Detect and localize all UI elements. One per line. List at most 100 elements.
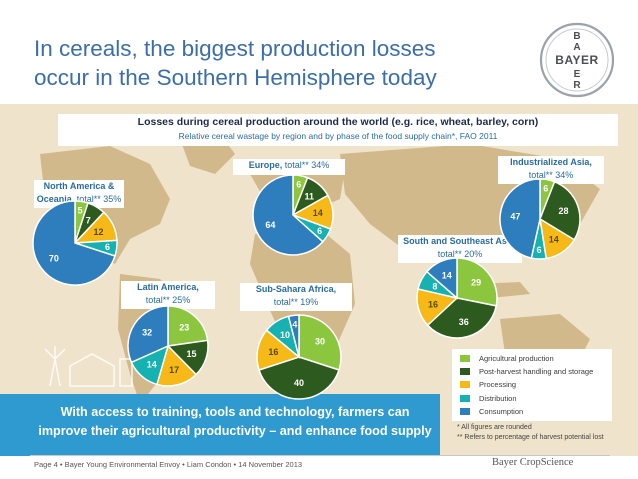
- footnote-rounded: * All figures are rounded: [457, 424, 532, 431]
- pie-value-label: 8: [432, 282, 437, 292]
- pie-slice: [425, 257, 458, 300]
- pie-value-label: 14: [313, 208, 323, 218]
- pie-slice: [287, 314, 300, 358]
- region-total-south-southeast-asia: total** 20%: [437, 249, 483, 259]
- region-box-industrialized-asia: Industrialized Asia, total** 34%: [498, 156, 604, 184]
- pie-value-label: 6: [543, 183, 548, 193]
- region-total-industrialized-asia: total** 34%: [528, 170, 574, 180]
- region-name-industrialized-asia: Industrialized Asia,: [510, 157, 592, 167]
- legend-swatch: [460, 394, 470, 402]
- region-box-latin-america: Latin America, total** 25%: [121, 281, 215, 309]
- legend-item: Agricultural production: [460, 352, 612, 365]
- legend-label: Consumption: [479, 406, 524, 416]
- legend-label: Processing: [479, 380, 517, 390]
- pie-slice: [167, 305, 209, 347]
- pie-value-label: 40: [294, 378, 304, 388]
- pie-slice: [32, 200, 116, 286]
- pie-value-label: 47: [510, 211, 520, 221]
- pie-slice: [499, 178, 541, 259]
- region-box-sub-sahara-africa: Sub-Sahara Africa, total** 19%: [240, 283, 352, 311]
- pie-slice: [156, 344, 198, 387]
- pie-value-label: 23: [179, 322, 189, 332]
- legend-swatch: [460, 407, 470, 415]
- pie-latin-america: 23 15 17 14 32: [127, 305, 209, 387]
- farm-barn: [69, 353, 115, 387]
- pie-value-label: 14: [549, 235, 559, 245]
- banner-band: [0, 394, 440, 456]
- chart-title: Losses during cereal production around t…: [137, 116, 539, 128]
- pie-industrialized-asia: 6 28 14 6 47: [499, 178, 581, 260]
- region-total-sub-sahara-africa: total** 19%: [273, 297, 319, 307]
- region-total-europe: total** 34%: [284, 160, 330, 170]
- pie-value-label: 6: [105, 242, 110, 252]
- pie-value-label: 6: [296, 179, 301, 189]
- pie-value-label: 28: [558, 206, 568, 216]
- logo-letter-r: R: [573, 80, 581, 91]
- pie-value-label: 36: [459, 317, 469, 327]
- pie-value-label: 4: [292, 319, 297, 329]
- region-name-south-southeast-asia: South and Southeast Asia,: [403, 236, 517, 246]
- pie-slice: [298, 314, 342, 371]
- pie-value-label: 7: [86, 216, 91, 226]
- pie-value-label: 5: [78, 206, 83, 216]
- footnotes: * All figures are rounded ** Refers to p…: [457, 423, 637, 443]
- banner-line-1: With access to training, tools and techn…: [60, 405, 410, 419]
- pie-value-label: 14: [442, 270, 452, 280]
- footer-brand: Bayer CropScience: [492, 457, 574, 468]
- legend-swatch: [460, 355, 470, 363]
- pie-value-label: 70: [49, 253, 59, 263]
- region-name-sub-sahara-africa: Sub-Sahara Africa,: [255, 284, 337, 294]
- farm-illustration: [44, 346, 133, 387]
- bayer-logo: B A BAYER E R: [539, 22, 615, 98]
- pie-value-label: 30: [315, 337, 325, 347]
- region-name2-north-america: Oceania,: [36, 194, 75, 204]
- slide-title-line-1: In cereals, the biggest production losse…: [34, 36, 436, 61]
- pie-value-label: 10: [280, 330, 290, 340]
- pie-value-label: 6: [317, 226, 322, 236]
- legend-label: Post-harvest handling and storage: [479, 367, 594, 377]
- pie-south-southeast-asia: 29 36 16 8 14: [416, 257, 498, 339]
- chart-header: Losses during cereal production around t…: [58, 114, 618, 146]
- region-name-north-america: North America &: [43, 181, 115, 191]
- pie-slice: [539, 180, 581, 241]
- pie-slice: [426, 297, 498, 339]
- pie-value-label: 11: [305, 191, 315, 201]
- footer-divider: [30, 455, 610, 456]
- pie-value-label: 64: [265, 220, 275, 230]
- legend-item: Processing: [460, 378, 612, 391]
- legend-label: Agricultural production: [479, 354, 554, 364]
- pie-europe: 6 11 14 6 64: [252, 174, 334, 256]
- logo-letter-a: A: [573, 42, 580, 53]
- banner-line-2: improve their agricultural productivity …: [38, 424, 432, 438]
- pie-value-label: 6: [537, 245, 542, 255]
- pie-value-label: 29: [471, 277, 481, 287]
- logo-horizontal-word: BAYER: [555, 53, 598, 67]
- logo-letter-e: E: [574, 69, 581, 80]
- pie-value-label: 32: [142, 328, 152, 338]
- region-total-latin-america: total** 25%: [145, 295, 191, 305]
- region-name-europe: Europe,: [248, 160, 283, 170]
- farm-windmill: [44, 346, 66, 387]
- region-total-north-america: total** 35%: [76, 194, 122, 204]
- legend-swatch: [460, 381, 470, 389]
- chart-legend: Agricultural production Post-harvest han…: [452, 349, 612, 421]
- pie-value-label: 12: [94, 227, 104, 237]
- pie-value-label: 14: [147, 360, 157, 370]
- legend-item: Distribution: [460, 392, 612, 405]
- legend-label: Distribution: [479, 393, 517, 403]
- pie-slice: [456, 257, 498, 307]
- message-banner: With access to training, tools and techn…: [30, 403, 440, 443]
- pie-value-label: 16: [428, 299, 438, 309]
- region-name-latin-america: Latin America,: [137, 282, 199, 292]
- farm-silo: [119, 358, 133, 387]
- pie-value-label: 16: [268, 347, 278, 357]
- pie-value-label: 17: [169, 365, 179, 375]
- legend-swatch: [460, 368, 470, 376]
- pie-value-label: 15: [186, 349, 196, 359]
- pie-slice: [258, 356, 340, 400]
- pie-slice: [252, 174, 324, 256]
